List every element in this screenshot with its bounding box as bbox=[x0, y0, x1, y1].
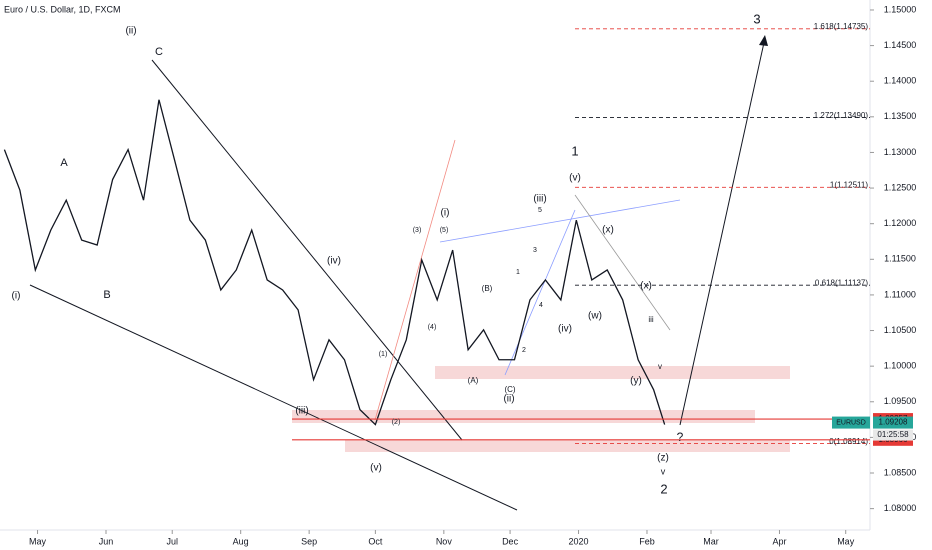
x-tick-label: Dec bbox=[502, 536, 519, 546]
wave-label: (4) bbox=[428, 324, 437, 331]
wave-label: (iv) bbox=[558, 324, 572, 335]
x-tick-label: Aug bbox=[233, 536, 249, 546]
fib-label: 1.618(1.14735) bbox=[814, 22, 869, 31]
wave-label: 2 bbox=[660, 481, 667, 496]
wave-label: (y) bbox=[630, 376, 642, 387]
symbol-tag-label: EURUSD bbox=[836, 419, 866, 426]
fib-label: 0.618(1.11137) bbox=[815, 278, 868, 287]
wave-label: (5) bbox=[440, 227, 449, 234]
y-tick-label: 1.12500 bbox=[884, 182, 917, 192]
y-tick-label: 1.11000 bbox=[884, 289, 916, 299]
zone bbox=[292, 410, 755, 423]
y-tick-label: 1.13000 bbox=[884, 147, 917, 157]
wave-label: 4 bbox=[539, 302, 543, 309]
x-tick-label: Apr bbox=[772, 536, 786, 546]
wave-label: (iii) bbox=[533, 194, 546, 205]
wave-label: iii bbox=[648, 315, 654, 324]
y-tick-label: 1.08000 bbox=[884, 503, 917, 513]
wave-label: (iv) bbox=[327, 256, 341, 267]
wave-label: 1 bbox=[516, 269, 520, 276]
wave-label: (B) bbox=[482, 284, 493, 293]
trendline bbox=[439, 199, 681, 243]
zone bbox=[435, 366, 790, 379]
fib-label: 0(1.08914) bbox=[829, 437, 868, 446]
countdown: 01:25:58 bbox=[877, 430, 909, 439]
price-line bbox=[3, 99, 666, 426]
arrow-head bbox=[759, 35, 768, 46]
wave-label: (ii) bbox=[503, 394, 514, 405]
price-tag-label: 1.09208 bbox=[879, 418, 908, 427]
wave-label: v bbox=[658, 362, 662, 371]
wave-label: 3 bbox=[533, 247, 537, 254]
wave-label: (C) bbox=[504, 385, 515, 394]
fib-label: 1.272(1.13490) bbox=[814, 111, 869, 120]
wave-label: ? bbox=[677, 430, 684, 444]
y-tick-label: 1.14500 bbox=[884, 40, 917, 50]
x-tick-label: Feb bbox=[639, 536, 655, 546]
trendline bbox=[151, 59, 463, 441]
wave-label: 3 bbox=[753, 11, 760, 26]
x-tick-label: 2020 bbox=[569, 536, 589, 546]
symbol-tag bbox=[832, 416, 870, 429]
wave-label: v bbox=[661, 466, 666, 476]
trendline bbox=[504, 209, 576, 376]
y-tick-label: 1.13500 bbox=[884, 111, 917, 121]
wave-label: (A) bbox=[468, 376, 479, 385]
y-tick-label: 1.08500 bbox=[884, 467, 917, 477]
x-tick-label: Jun bbox=[99, 536, 114, 546]
x-tick-label: May bbox=[837, 536, 855, 546]
zone bbox=[345, 440, 790, 452]
wave-label: (v) bbox=[569, 173, 581, 184]
x-tick-label: May bbox=[29, 536, 47, 546]
trendline bbox=[574, 194, 671, 331]
wave-label: (1) bbox=[379, 351, 388, 358]
chart-title: Euro / U.S. Dollar, 1D, FXCM bbox=[4, 4, 121, 14]
y-tick-label: 1.09500 bbox=[884, 396, 917, 406]
wave-label: 2 bbox=[522, 347, 526, 354]
fib-label: 1(1.12511) bbox=[830, 181, 868, 190]
arrow bbox=[679, 37, 766, 426]
wave-label: (iii) bbox=[295, 406, 308, 417]
wave-label: (x) bbox=[602, 225, 614, 236]
trendline bbox=[374, 139, 456, 421]
wave-label: 5 bbox=[538, 207, 542, 214]
y-tick-label: 1.10500 bbox=[884, 325, 917, 335]
x-tick-label: Sep bbox=[301, 536, 317, 546]
countdown-tag bbox=[873, 429, 913, 441]
wave-label: (i) bbox=[12, 291, 21, 302]
wave-label: (i) bbox=[441, 208, 450, 219]
price-tag bbox=[873, 416, 913, 429]
wave-label: (3) bbox=[413, 227, 422, 234]
wave-label: C bbox=[155, 46, 163, 58]
trendline bbox=[29, 284, 518, 511]
x-tick-label: Nov bbox=[436, 536, 453, 546]
wave-label: A bbox=[60, 157, 68, 169]
x-tick-label: Jul bbox=[166, 536, 178, 546]
y-tick-label: 1.14000 bbox=[884, 76, 917, 86]
wave-label: (z) bbox=[657, 453, 669, 464]
wave-label: (v) bbox=[370, 463, 382, 474]
x-tick-label: Oct bbox=[368, 536, 383, 546]
y-tick-label: 1.12000 bbox=[884, 218, 917, 228]
wave-label: 1 bbox=[571, 143, 578, 158]
wave-label: (w) bbox=[588, 311, 602, 322]
y-tick-label: 1.10000 bbox=[884, 361, 917, 371]
x-tick-label: Mar bbox=[703, 536, 719, 546]
y-tick-label: 1.11500 bbox=[884, 254, 916, 264]
wave-label: (ii) bbox=[125, 26, 136, 37]
wave-label: B bbox=[103, 289, 110, 301]
wave-label: (x) bbox=[640, 281, 652, 292]
y-tick-label: 1.15000 bbox=[884, 4, 917, 14]
wave-label: (2) bbox=[392, 419, 401, 426]
